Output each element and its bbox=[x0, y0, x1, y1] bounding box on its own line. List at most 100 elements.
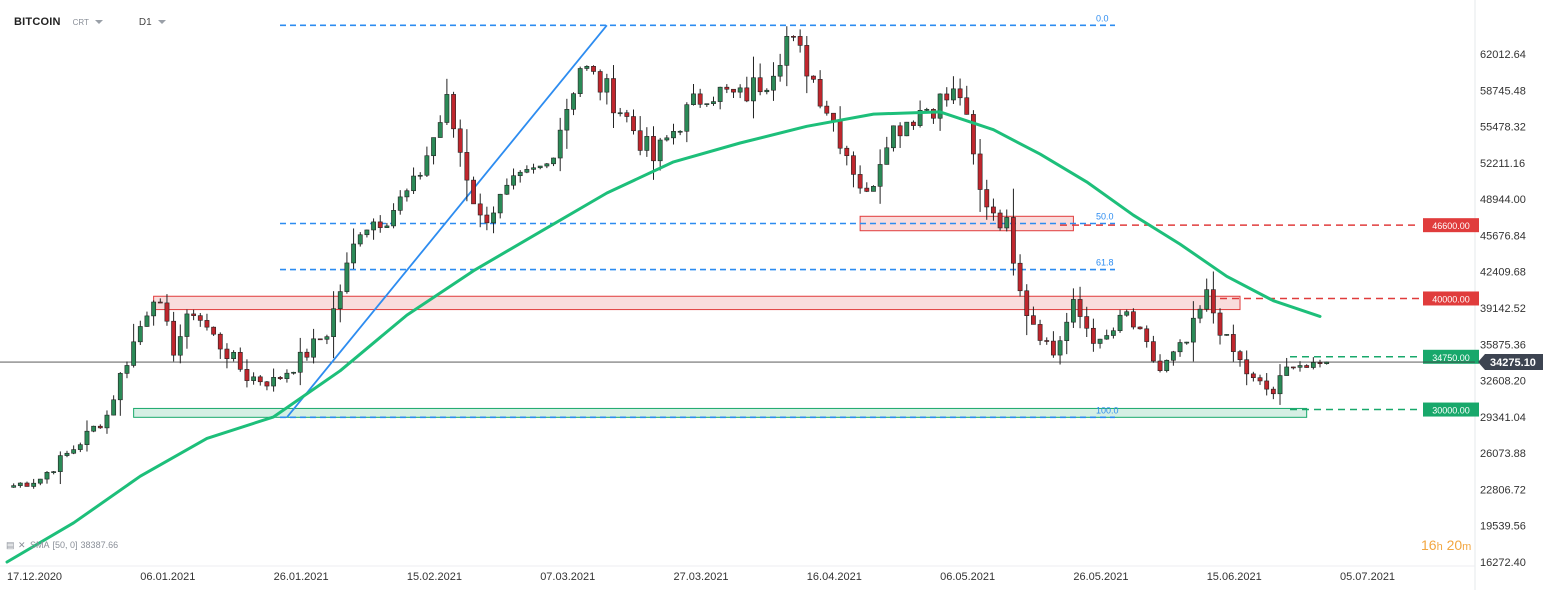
bullish-candle[interactable] bbox=[337, 291, 343, 309]
bearish-candle[interactable] bbox=[651, 136, 656, 162]
bullish-candle[interactable] bbox=[584, 65, 590, 69]
bullish-candle[interactable] bbox=[904, 121, 910, 137]
bearish-candle[interactable] bbox=[811, 75, 816, 80]
bearish-candle[interactable] bbox=[971, 114, 976, 155]
bullish-candle[interactable] bbox=[111, 399, 117, 416]
bullish-candle[interactable] bbox=[1284, 366, 1290, 376]
bearish-candle[interactable] bbox=[451, 94, 456, 130]
symbol-label[interactable]: BITCOIN bbox=[14, 16, 61, 28]
bullish-candle[interactable] bbox=[717, 86, 723, 102]
bearish-candle[interactable] bbox=[1084, 316, 1090, 329]
settings-icon[interactable]: ▤ bbox=[6, 539, 15, 550]
bearish-candle[interactable] bbox=[744, 87, 750, 102]
bullish-candle[interactable] bbox=[1057, 340, 1063, 356]
bearish-candle[interactable] bbox=[851, 155, 856, 175]
bearish-candle[interactable] bbox=[1051, 340, 1056, 356]
timeframe-chevron-down-icon[interactable] bbox=[157, 20, 166, 24]
bullish-candle[interactable] bbox=[384, 225, 390, 228]
bearish-candle[interactable] bbox=[224, 348, 230, 359]
bearish-candle[interactable] bbox=[171, 320, 177, 356]
bearish-candle[interactable] bbox=[211, 326, 217, 335]
bullish-candle[interactable] bbox=[1117, 314, 1123, 332]
bullish-candle[interactable] bbox=[1310, 362, 1316, 368]
bullish-candle[interactable] bbox=[1324, 361, 1330, 364]
bullish-candle[interactable] bbox=[537, 165, 543, 169]
bullish-candle[interactable] bbox=[557, 129, 563, 159]
mode-label[interactable]: CRT bbox=[72, 17, 89, 27]
bearish-candle[interactable] bbox=[957, 88, 963, 99]
bullish-candle[interactable] bbox=[1204, 289, 1210, 310]
bearish-candle[interactable] bbox=[944, 93, 950, 101]
bullish-candle[interactable] bbox=[437, 122, 443, 138]
bullish-candle[interactable] bbox=[617, 112, 623, 115]
bearish-candle[interactable] bbox=[1037, 324, 1043, 341]
bullish-candle[interactable] bbox=[884, 147, 890, 165]
bullish-candle[interactable] bbox=[497, 193, 503, 214]
bullish-candle[interactable] bbox=[31, 482, 37, 487]
bearish-candle[interactable] bbox=[197, 315, 203, 321]
bearish-candle[interactable] bbox=[1024, 290, 1030, 316]
bullish-candle[interactable] bbox=[544, 163, 550, 167]
bullish-candle[interactable] bbox=[604, 78, 610, 93]
bearish-candle[interactable] bbox=[731, 88, 736, 93]
bearish-candle[interactable] bbox=[244, 369, 250, 381]
bullish-candle[interactable] bbox=[751, 77, 756, 102]
bullish-candle[interactable] bbox=[951, 88, 956, 101]
bearish-candle[interactable] bbox=[984, 189, 990, 208]
bearish-candle[interactable] bbox=[1031, 315, 1036, 325]
bearish-candle[interactable] bbox=[1011, 217, 1016, 264]
bullish-candle[interactable] bbox=[184, 313, 190, 337]
bearish-candle[interactable] bbox=[837, 120, 843, 149]
bearish-candle[interactable] bbox=[991, 206, 996, 214]
bullish-candle[interactable] bbox=[84, 430, 90, 445]
bullish-candle[interactable] bbox=[891, 125, 896, 149]
bullish-candle[interactable] bbox=[1297, 365, 1303, 368]
current-price-badge[interactable] bbox=[1478, 354, 1543, 371]
bearish-candle[interactable] bbox=[157, 301, 163, 304]
bullish-candle[interactable] bbox=[1164, 359, 1170, 372]
bearish-candle[interactable] bbox=[1290, 366, 1296, 369]
bullish-candle[interactable] bbox=[17, 482, 23, 486]
bullish-candle[interactable] bbox=[917, 109, 923, 126]
bullish-candle[interactable] bbox=[11, 485, 17, 488]
bearish-candle[interactable] bbox=[611, 78, 616, 114]
bullish-candle[interactable] bbox=[364, 229, 370, 236]
bullish-candle[interactable] bbox=[151, 301, 157, 317]
bullish-candle[interactable] bbox=[117, 373, 123, 401]
bullish-candle[interactable] bbox=[1224, 334, 1230, 336]
bearish-candle[interactable] bbox=[1210, 289, 1216, 314]
bearish-candle[interactable] bbox=[277, 377, 283, 379]
bearish-candle[interactable] bbox=[857, 174, 863, 189]
bullish-candle[interactable] bbox=[871, 185, 876, 192]
bullish-candle[interactable] bbox=[684, 104, 690, 132]
bullish-candle[interactable] bbox=[577, 68, 583, 94]
bullish-candle[interactable] bbox=[37, 478, 43, 484]
bearish-candle[interactable] bbox=[1317, 362, 1323, 364]
bearish-candle[interactable] bbox=[804, 45, 810, 77]
bullish-candle[interactable] bbox=[1124, 311, 1130, 316]
bullish-candle[interactable] bbox=[657, 139, 663, 162]
bullish-candle[interactable] bbox=[571, 93, 576, 110]
bearish-candle[interactable] bbox=[1157, 360, 1163, 372]
bearish-candle[interactable] bbox=[97, 425, 103, 429]
bullish-candle[interactable] bbox=[771, 75, 776, 91]
bullish-candle[interactable] bbox=[344, 262, 350, 292]
bullish-candle[interactable] bbox=[711, 101, 716, 104]
bearish-candle[interactable] bbox=[1044, 340, 1050, 342]
bearish-candle[interactable] bbox=[844, 147, 850, 157]
bullish-candle[interactable] bbox=[737, 87, 743, 93]
bullish-candle[interactable] bbox=[417, 174, 423, 177]
bearish-candle[interactable] bbox=[757, 77, 763, 93]
bullish-candle[interactable] bbox=[517, 171, 523, 177]
bearish-candle[interactable] bbox=[484, 214, 490, 224]
bullish-candle[interactable] bbox=[231, 352, 237, 359]
bearish-candle[interactable] bbox=[817, 79, 823, 107]
bearish-candle[interactable] bbox=[1077, 299, 1083, 317]
bullish-candle[interactable] bbox=[391, 210, 396, 227]
bullish-candle[interactable] bbox=[104, 414, 110, 429]
price-level-badge[interactable] bbox=[1423, 291, 1479, 306]
bearish-candle[interactable] bbox=[591, 65, 596, 72]
bearish-candle[interactable] bbox=[377, 221, 383, 228]
bullish-candle[interactable] bbox=[764, 89, 770, 93]
bearish-candle[interactable] bbox=[724, 86, 730, 90]
